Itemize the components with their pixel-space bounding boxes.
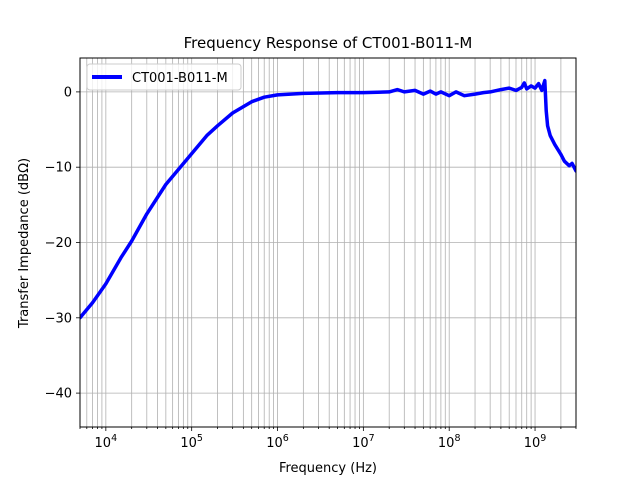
y-axis-label: Transfer Impedance (dBΩ) (17, 158, 32, 329)
series-line (80, 78, 576, 320)
chart-title: Frequency Response of CT001-B011-M (184, 34, 473, 52)
y-tick-label: −10 (45, 161, 72, 176)
y-tick-label: −40 (45, 387, 72, 402)
x-tick-base: 10 (352, 436, 369, 451)
legend-box (86, 63, 242, 91)
x-tick-label: 105 (180, 433, 203, 451)
y-axis-ticks: 0 −10 −20 −30 −40 (45, 85, 80, 402)
x-tick-exponent: 5 (197, 433, 203, 444)
x-tick-base: 10 (266, 436, 283, 451)
y-tick-label: −20 (45, 236, 72, 251)
x-axis-label: Frequency (Hz) (279, 461, 377, 476)
grid (79, 58, 577, 427)
x-tick-base: 10 (524, 436, 541, 451)
x-tick-label: 108 (438, 433, 461, 451)
x-tick-exponent: 4 (111, 433, 117, 444)
x-tick-base: 10 (438, 436, 455, 451)
legend-entry-label: CT001-B011-M (132, 71, 228, 86)
x-tick-exponent: 7 (369, 433, 375, 444)
x-tick-exponent: 6 (283, 433, 289, 444)
x-axis-ticks: 104 105 106 107 108 109 (79, 427, 577, 451)
plot-area (80, 78, 576, 320)
x-tick-label: 104 (95, 433, 118, 451)
y-tick-label: 0 (64, 85, 72, 100)
x-tick-base: 10 (180, 436, 197, 451)
x-tick-base: 10 (95, 436, 112, 451)
x-tick-label: 109 (524, 433, 547, 451)
x-tick-label: 106 (266, 433, 289, 451)
x-tick-label: 107 (352, 433, 375, 451)
x-tick-exponent: 9 (540, 433, 546, 444)
x-tick-exponent: 8 (454, 433, 460, 444)
y-tick-label: −30 (45, 311, 72, 326)
legend: CT001-B011-M (86, 63, 242, 91)
